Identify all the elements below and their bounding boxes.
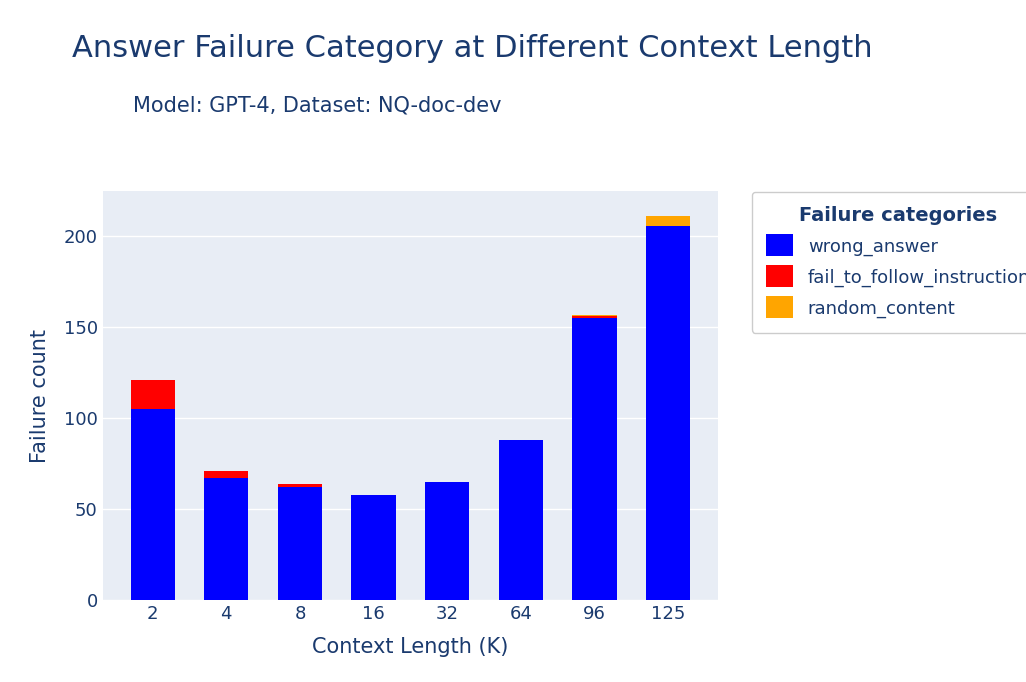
Bar — [130, 380, 174, 409]
Bar — [204, 471, 248, 478]
Bar — [278, 484, 322, 488]
Bar — [646, 216, 690, 226]
Bar — [425, 482, 469, 600]
Y-axis label: Failure count: Failure count — [30, 329, 49, 462]
X-axis label: Context Length (K): Context Length (K) — [312, 637, 509, 657]
Bar — [646, 226, 690, 600]
Bar — [499, 440, 543, 600]
Bar — [352, 494, 396, 600]
Bar — [130, 409, 174, 600]
Bar — [573, 318, 617, 600]
Text: Model: GPT-4, Dataset: NQ-doc-dev: Model: GPT-4, Dataset: NQ-doc-dev — [133, 95, 502, 115]
Bar — [204, 478, 248, 600]
Legend: wrong_answer, fail_to_follow_instruction, random_content: wrong_answer, fail_to_follow_instruction… — [752, 192, 1026, 333]
Bar — [573, 316, 617, 318]
Text: Answer Failure Category at Different Context Length: Answer Failure Category at Different Con… — [72, 34, 872, 63]
Bar — [573, 314, 617, 316]
Bar — [278, 488, 322, 600]
